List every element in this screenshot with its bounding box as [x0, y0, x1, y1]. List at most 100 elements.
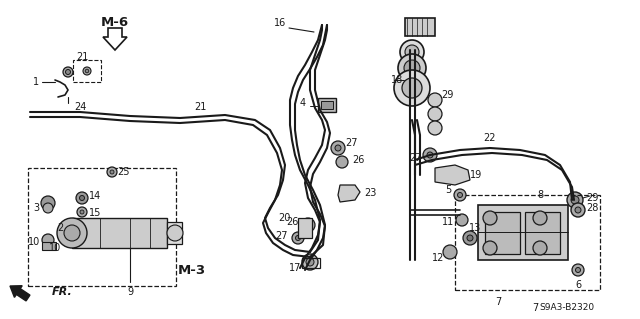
Circle shape: [42, 234, 54, 246]
Circle shape: [43, 203, 53, 213]
Circle shape: [575, 207, 581, 213]
Text: 20: 20: [278, 213, 290, 223]
Circle shape: [427, 152, 433, 158]
Bar: [455, 195, 600, 290]
Text: S9A3-B2320: S9A3-B2320: [540, 303, 595, 313]
Circle shape: [76, 192, 88, 204]
Text: M-6: M-6: [101, 16, 129, 28]
Circle shape: [467, 235, 473, 241]
Circle shape: [533, 241, 547, 255]
Circle shape: [402, 78, 422, 98]
Circle shape: [423, 148, 437, 162]
Circle shape: [394, 70, 430, 106]
Circle shape: [572, 264, 584, 276]
Bar: [73, 60, 101, 82]
Circle shape: [575, 268, 580, 272]
Circle shape: [77, 207, 87, 217]
Text: 24: 24: [74, 102, 86, 112]
Bar: [318, 98, 336, 112]
Text: 10: 10: [49, 243, 61, 253]
Circle shape: [110, 170, 114, 174]
Text: FR.: FR.: [52, 287, 73, 297]
Text: 14: 14: [89, 191, 101, 201]
Circle shape: [456, 214, 468, 226]
Circle shape: [80, 210, 84, 214]
Text: 3: 3: [33, 203, 39, 213]
Bar: [321, 101, 333, 109]
Circle shape: [107, 167, 117, 177]
Bar: [525, 212, 560, 254]
Text: 27: 27: [346, 138, 358, 148]
Text: 27: 27: [410, 153, 422, 163]
Polygon shape: [338, 185, 360, 202]
Text: 10: 10: [28, 237, 40, 247]
Circle shape: [404, 60, 420, 76]
Circle shape: [571, 196, 579, 204]
Circle shape: [167, 225, 183, 241]
Bar: [42, 242, 56, 250]
Bar: [28, 168, 176, 286]
Circle shape: [85, 69, 89, 73]
Circle shape: [63, 67, 73, 77]
Circle shape: [79, 196, 84, 201]
Circle shape: [428, 93, 442, 107]
Text: 22: 22: [484, 133, 496, 143]
Circle shape: [463, 231, 477, 245]
Polygon shape: [103, 28, 127, 50]
FancyArrow shape: [10, 286, 30, 301]
Circle shape: [483, 241, 497, 255]
Circle shape: [428, 107, 442, 121]
Bar: [478, 205, 568, 260]
Bar: [405, 18, 435, 36]
Text: 19: 19: [470, 170, 482, 180]
Circle shape: [83, 67, 91, 75]
Text: 21: 21: [194, 102, 206, 112]
Text: 6: 6: [575, 280, 581, 290]
Circle shape: [335, 145, 341, 151]
Text: 15: 15: [89, 208, 101, 218]
Circle shape: [398, 54, 426, 82]
Text: 4: 4: [300, 98, 306, 108]
Circle shape: [567, 192, 583, 208]
Text: 26: 26: [286, 217, 298, 227]
Text: 1: 1: [33, 77, 39, 87]
Text: 25: 25: [118, 167, 131, 177]
Text: 5: 5: [445, 185, 451, 195]
Text: 12: 12: [432, 253, 444, 263]
Circle shape: [292, 232, 304, 244]
Text: 27: 27: [276, 231, 288, 241]
Text: 9: 9: [127, 287, 133, 297]
Circle shape: [458, 192, 463, 197]
Circle shape: [64, 225, 80, 241]
Circle shape: [331, 141, 345, 155]
Circle shape: [483, 211, 497, 225]
Circle shape: [302, 254, 318, 270]
Text: M-3: M-3: [178, 263, 206, 277]
Bar: [302, 258, 320, 268]
Text: 7: 7: [495, 297, 501, 307]
Text: 18: 18: [391, 75, 403, 85]
Circle shape: [571, 203, 585, 217]
Circle shape: [301, 218, 315, 232]
Text: 21: 21: [76, 52, 88, 62]
Bar: [485, 212, 520, 254]
Bar: [298, 218, 312, 238]
Text: 16: 16: [274, 18, 286, 28]
Text: 29: 29: [441, 90, 453, 100]
Text: 28: 28: [586, 203, 598, 213]
Text: 17: 17: [289, 263, 301, 273]
Circle shape: [306, 258, 314, 266]
Circle shape: [400, 40, 424, 64]
Text: 8: 8: [537, 190, 543, 200]
Circle shape: [41, 196, 55, 210]
Text: 26: 26: [352, 155, 364, 165]
Text: 29: 29: [586, 193, 598, 203]
Circle shape: [57, 218, 87, 248]
Circle shape: [296, 235, 301, 241]
Text: 11: 11: [442, 217, 454, 227]
Circle shape: [65, 70, 70, 75]
Circle shape: [533, 211, 547, 225]
Text: 7: 7: [532, 303, 538, 313]
Circle shape: [405, 45, 419, 59]
Circle shape: [454, 189, 466, 201]
